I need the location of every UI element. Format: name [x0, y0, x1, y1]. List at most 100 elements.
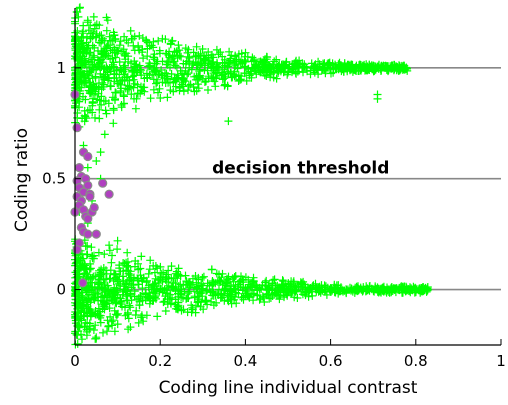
cross-point-1097 — [133, 89, 142, 98]
cross-point-2309 — [373, 285, 382, 294]
cross-point-1916 — [76, 256, 85, 265]
cross-point-2229 — [129, 276, 138, 285]
cross-point-294 — [89, 12, 98, 21]
cross-point-1936 — [86, 305, 95, 314]
cross-point-2174 — [365, 286, 374, 295]
cross-point-756 — [132, 60, 141, 69]
cross-point-2039 — [134, 265, 143, 274]
cross-point-1956 — [124, 325, 133, 334]
cross-point-1048 — [102, 13, 111, 22]
cross-point-931 — [97, 92, 106, 101]
cross-point-1078 — [111, 34, 120, 43]
cross-point-979 — [282, 58, 291, 67]
cross-point-2200 — [353, 287, 362, 296]
cross-point-745 — [86, 34, 95, 43]
cross-point-1152 — [384, 62, 392, 71]
cross-point-983 — [86, 82, 95, 91]
cross-point-2044 — [104, 321, 113, 330]
cross-point-1285 — [94, 248, 103, 257]
cross-point-918 — [74, 12, 83, 21]
cross-point-2161 — [216, 277, 225, 286]
cross-point-2003 — [126, 289, 135, 298]
cross-point-1503 — [107, 317, 116, 326]
cross-point-2215 — [149, 282, 158, 291]
x-axis-title: Coding line individual contrast — [159, 378, 418, 398]
cross-point-1064 — [165, 47, 174, 56]
cross-point-1003 — [238, 58, 247, 67]
cross-point-1643 — [103, 327, 111, 336]
cross-point-958 — [336, 63, 345, 72]
cross-point-1921 — [85, 306, 94, 315]
cross-point-1092 — [119, 63, 128, 72]
cross-point-2255 — [351, 283, 360, 292]
cross-point-2328 — [224, 117, 233, 126]
cross-point-923 — [213, 58, 221, 67]
cross-point-928 — [244, 64, 253, 73]
cross-point-2107 — [297, 279, 306, 288]
cross-point-1858 — [81, 242, 90, 251]
cross-point-1673 — [112, 311, 121, 320]
x-tick-label-3: 0.6 — [319, 352, 343, 370]
cross-point-2219 — [275, 291, 284, 300]
cross-point-592 — [144, 62, 153, 71]
cross-point-952 — [76, 59, 85, 68]
cross-point-2129 — [265, 294, 274, 303]
cross-point-1098 — [313, 66, 322, 75]
cross-point-794 — [90, 60, 99, 69]
cross-point-1051 — [288, 68, 296, 77]
cross-point-1050 — [154, 36, 163, 45]
cross-point-1917 — [126, 267, 135, 276]
cross-point-573 — [224, 62, 232, 71]
cross-point-2331 — [105, 241, 114, 250]
cross-point-1850 — [168, 293, 176, 302]
cross-point-2259 — [304, 284, 313, 293]
cross-point-2032 — [174, 270, 183, 279]
cross-point-2313 — [377, 288, 385, 297]
cross-point-2031 — [106, 274, 115, 283]
cross-point-1000 — [324, 59, 333, 68]
cross-point-1906 — [77, 330, 85, 339]
decision-threshold-label: decision threshold — [212, 159, 389, 179]
cross-point-871 — [211, 68, 220, 77]
cross-point-1046 — [285, 62, 294, 71]
cross-point-1155 — [361, 63, 370, 72]
cross-point-1841 — [137, 252, 146, 261]
cross-point-2228 — [243, 291, 252, 300]
cross-point-2074 — [138, 313, 147, 322]
cross-point-441 — [95, 114, 104, 123]
cross-point-2183 — [80, 264, 88, 273]
cross-point-1077 — [135, 31, 144, 40]
cross-point-1087 — [198, 74, 207, 83]
cross-point-510 — [89, 63, 98, 72]
cross-point-2089 — [83, 318, 92, 327]
cross-point-1147 — [395, 66, 404, 75]
cross-point-1914 — [113, 245, 122, 254]
cross-point-938 — [174, 41, 183, 50]
cross-point-673 — [99, 34, 107, 43]
cross-point-1396 — [110, 306, 119, 315]
cross-point-1059 — [142, 69, 151, 78]
cross-point-1091 — [74, 55, 83, 64]
cross-point-1081 — [80, 49, 89, 58]
cross-point-863 — [106, 81, 115, 90]
cross-point-2035 — [167, 299, 175, 308]
cross-point-970 — [142, 35, 151, 44]
circle-point-23 — [72, 245, 82, 255]
cross-point-478 — [131, 104, 140, 113]
cross-point-2240 — [253, 290, 262, 299]
cross-point-2017 — [142, 311, 151, 320]
cross-point-2176 — [151, 292, 160, 300]
cross-point-1076 — [167, 70, 176, 78]
cross-point-1099 — [157, 66, 166, 74]
cross-point-1062 — [130, 65, 139, 74]
cross-point-865 — [269, 60, 278, 69]
cross-point-945 — [209, 74, 218, 82]
cross-point-2334 — [88, 252, 96, 261]
cross-point-552 — [163, 75, 172, 84]
cross-point-2303 — [411, 284, 420, 293]
y-tick-label-2: 1 — [56, 59, 66, 77]
cross-point-1652 — [199, 272, 208, 281]
tick-labels-layer: 0 0.2 0.4 0.6 0.8 1 0 0.5 1 — [42, 59, 506, 370]
y-tick-label-0: 0 — [56, 281, 66, 299]
cross-point-2243 — [83, 327, 92, 336]
